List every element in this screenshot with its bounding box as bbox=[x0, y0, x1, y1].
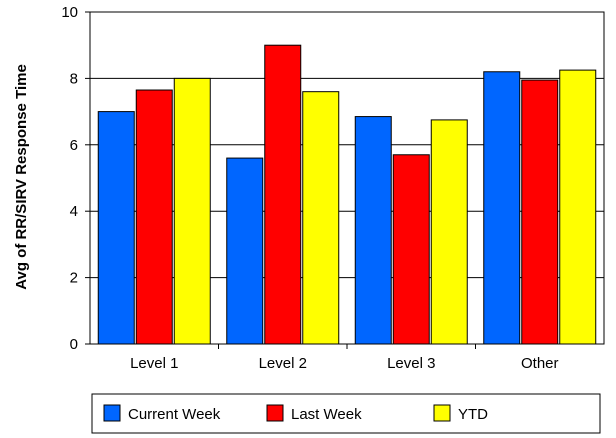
y-tick-label: 6 bbox=[70, 137, 78, 154]
legend-label-ytd: YTD bbox=[458, 406, 488, 423]
bar-ytd-level-2 bbox=[302, 91, 340, 345]
bar-last-week-level-1 bbox=[135, 89, 173, 345]
y-tick-label: 4 bbox=[70, 203, 78, 220]
bar-ytd-level-3 bbox=[430, 119, 468, 345]
bar-current-week-level-2 bbox=[226, 157, 264, 345]
legend-swatch-ytd bbox=[433, 404, 451, 422]
y-tick-label: 10 bbox=[61, 4, 78, 21]
y-axis: 0 2 4 6 8 10 bbox=[61, 4, 90, 353]
y-tick-label: 2 bbox=[70, 270, 78, 287]
bar-last-week-level-2 bbox=[264, 44, 302, 345]
bar-last-week-level-3 bbox=[392, 154, 430, 345]
legend-swatch-current-week bbox=[103, 404, 121, 422]
legend: Current Week Last Week YTD bbox=[91, 393, 601, 434]
y-tick-label: 8 bbox=[70, 70, 78, 87]
legend-swatch-last-week bbox=[266, 404, 284, 422]
bar-current-week-level-3 bbox=[354, 116, 392, 345]
x-category-label: Level 3 bbox=[387, 355, 435, 372]
y-tick-label: 0 bbox=[70, 336, 78, 353]
y-axis-title: Avg of RR/SIRV Response Time bbox=[13, 64, 30, 290]
bar-ytd-other bbox=[559, 69, 597, 345]
x-category-label: Level 2 bbox=[259, 355, 307, 372]
bar-current-week-other bbox=[483, 71, 521, 345]
x-category-label: Other bbox=[521, 355, 559, 372]
x-category-label: Level 1 bbox=[130, 355, 178, 372]
bar-current-week-level-1 bbox=[97, 111, 135, 345]
legend-frame bbox=[91, 393, 601, 434]
x-axis: Level 1 Level 2 Level 3 Other bbox=[130, 344, 559, 372]
legend-label-last-week: Last Week bbox=[291, 406, 362, 423]
bars bbox=[97, 44, 597, 345]
legend-label-current-week: Current Week bbox=[128, 406, 221, 423]
bar-last-week-other bbox=[521, 79, 559, 345]
bar-ytd-level-1 bbox=[173, 77, 211, 345]
